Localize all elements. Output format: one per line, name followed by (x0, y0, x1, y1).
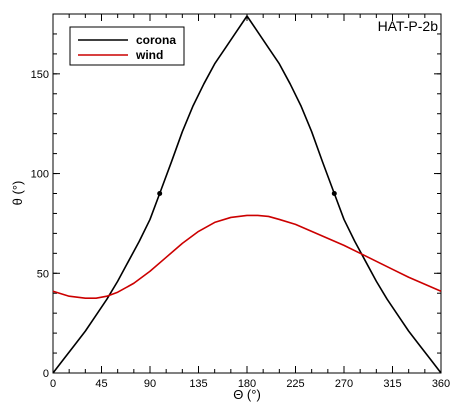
plot-frame (52, 13, 442, 374)
tick-labels: 0 45 90 135 180 225 270 315 360 0 50 100 150 (31, 69, 451, 390)
legend-label-wind: wind (135, 48, 163, 62)
x-tick-label: 315 (383, 378, 401, 390)
x-tick-label: 225 (286, 378, 304, 390)
x-tick-label: 90 (144, 378, 156, 390)
series-lines (52, 15, 442, 374)
markers (157, 191, 337, 196)
y-tick-label: 100 (31, 169, 49, 181)
legend-label-corona: corona (136, 33, 176, 47)
ticks (52, 13, 442, 374)
x-tick-label: 180 (238, 378, 256, 390)
x-tick-label: 270 (335, 378, 353, 390)
y-axis-title: θ (°) (10, 181, 25, 206)
annotation-label: HAT-P-2b (378, 18, 439, 34)
y-tick-label: 50 (37, 268, 49, 280)
series-line-wind (52, 214, 442, 300)
x-tick-label: 360 (432, 378, 450, 390)
x-tick-label: 45 (95, 378, 107, 390)
data-marker (157, 191, 163, 196)
x-tick-label: 135 (189, 378, 207, 390)
series-line-corona (52, 15, 442, 374)
legend-box (69, 26, 185, 66)
y-tick-label: 150 (31, 69, 49, 81)
x-axis-title: Θ (°) (233, 387, 261, 402)
legend: corona wind (69, 26, 185, 66)
data-marker (331, 191, 337, 196)
y-tick-label: 0 (43, 368, 49, 380)
x-tick-label: 0 (50, 378, 56, 390)
